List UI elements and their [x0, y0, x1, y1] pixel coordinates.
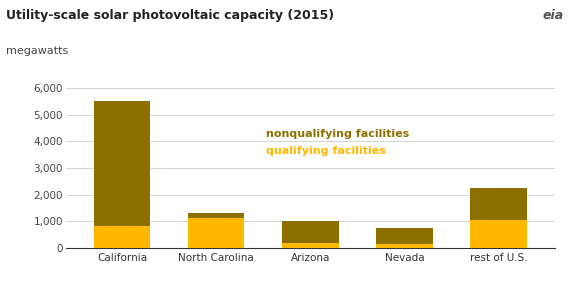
Text: Utility-scale solar photovoltaic capacity (2015): Utility-scale solar photovoltaic capacit…: [6, 9, 334, 22]
Text: megawatts: megawatts: [6, 46, 68, 56]
Bar: [94, 101, 150, 226]
Bar: [470, 188, 527, 220]
Text: eia: eia: [542, 9, 563, 22]
Bar: [376, 244, 432, 248]
Text: qualifying facilities: qualifying facilities: [267, 146, 386, 156]
Text: nonqualifying facilities: nonqualifying facilities: [267, 129, 410, 139]
Bar: [94, 226, 150, 248]
Bar: [282, 221, 339, 243]
Bar: [188, 213, 244, 218]
Bar: [282, 243, 339, 248]
Bar: [470, 220, 527, 248]
Bar: [376, 228, 432, 244]
Bar: [188, 218, 244, 248]
